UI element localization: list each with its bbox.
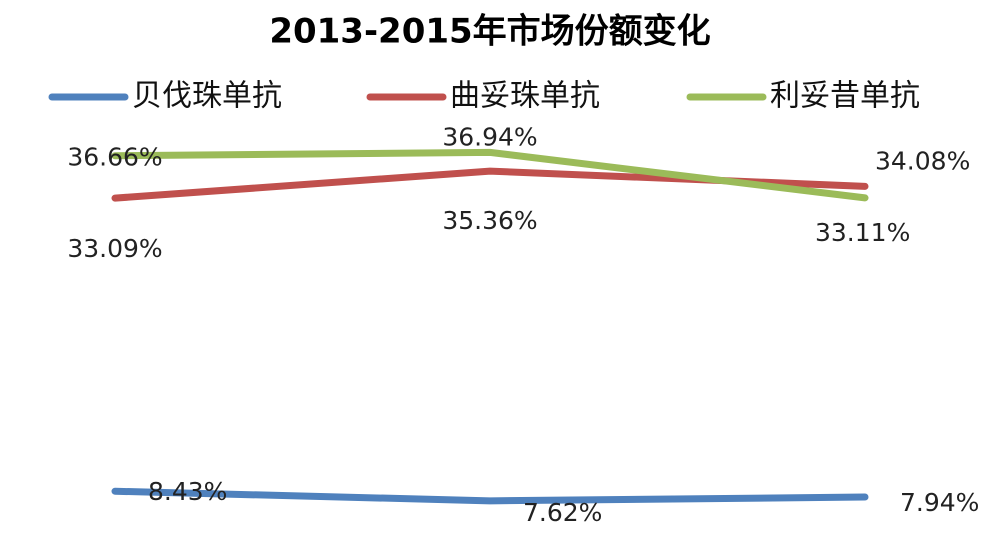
data-label: 7.94% [900, 488, 979, 517]
chart-title: 2013-2015年市场份额变化 [269, 12, 710, 52]
data-label: 36.66% [67, 143, 162, 172]
data-label: 7.62% [523, 498, 602, 527]
data-label: 33.09% [67, 234, 162, 263]
legend-label: 贝伐珠单抗 [132, 79, 282, 114]
legend-label: 利妥昔单抗 [770, 79, 920, 114]
data-label: 35.36% [442, 206, 537, 235]
line-series [111, 487, 869, 505]
legend-label: 曲妥珠单抗 [450, 79, 600, 114]
data-label: 33.11% [815, 218, 910, 247]
data-label: 34.08% [875, 146, 970, 175]
data-label: 8.43% [148, 477, 227, 506]
data-label: 36.94% [442, 122, 537, 151]
line-series [111, 148, 869, 202]
